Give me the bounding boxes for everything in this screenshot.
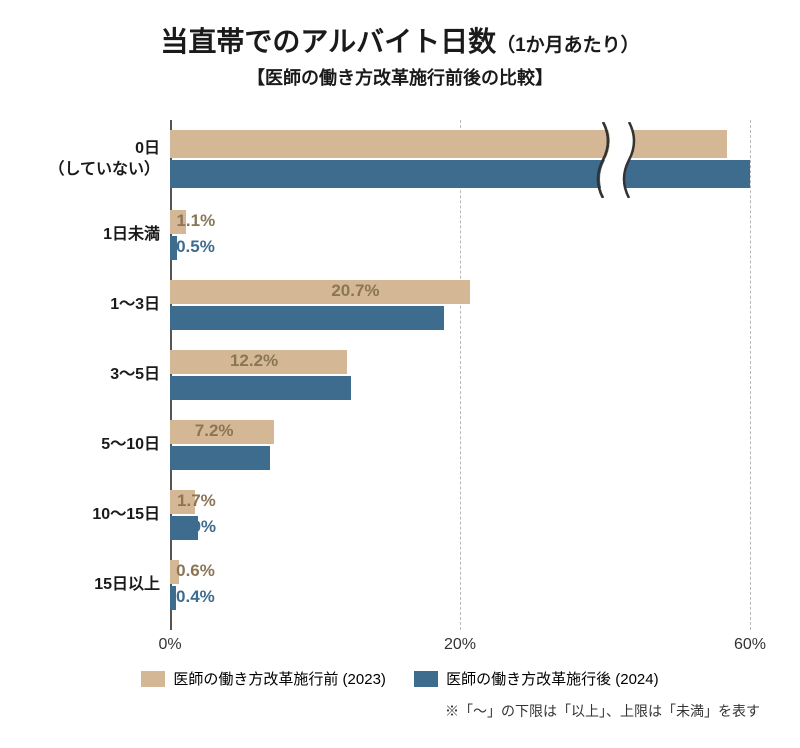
bar-before: 1.1%: [170, 210, 186, 234]
legend-swatch-before: [141, 671, 165, 687]
category-label: 1日未満: [30, 225, 170, 246]
bar-value-label: 6.9%: [193, 447, 232, 467]
bar-before: 1.7%: [170, 490, 195, 514]
legend-label-before: 医師の働き方改革施行前 (2023): [173, 668, 386, 689]
bar-group: 56.4%58.9%: [170, 120, 750, 200]
chart-row: 10～15日1.7%1.9%: [30, 480, 750, 550]
bar-value-label: 1.7%: [177, 491, 216, 511]
x-tick: 60%: [734, 636, 766, 654]
category-label: 15日以上: [30, 575, 170, 596]
category-label: 3～5日: [30, 365, 170, 386]
bar-value-label: 7.2%: [195, 421, 234, 441]
bar-value-label: 1.1%: [176, 211, 215, 231]
bar-group: 0.6%0.4%: [170, 550, 750, 620]
bar-before: 12.2%: [170, 350, 347, 374]
bar-after: [170, 160, 750, 188]
category-label: 0日（していない）: [30, 139, 170, 181]
title-sub: （1か月あたり）: [496, 35, 640, 56]
chart-row: 1日未満1.1%0.5%: [30, 200, 750, 270]
legend-item-before: 医師の働き方改革施行前 (2023): [141, 668, 386, 689]
chart-row: 0日（していない）56.4%58.9%: [30, 120, 750, 200]
bar-after: 0.4%: [170, 586, 176, 610]
bar-value-label: 12.5%: [233, 377, 281, 397]
bar-group: 12.2% 12.5%: [170, 340, 750, 410]
bar-group: 1.7%1.9%: [170, 480, 750, 550]
gridline: [750, 120, 751, 630]
chart-title: 当直帯でのアルバイト日数（1か月あたり）: [30, 20, 770, 60]
footnote: ※「～」の下限は「以上」、上限は「未満」を表す: [30, 701, 770, 721]
bar-value-label: 12.2%: [230, 351, 278, 371]
legend-item-after: 医師の働き方改革施行後 (2024): [414, 668, 659, 689]
chart-row: 1～3日 20.7% 18.9%: [30, 270, 750, 340]
bar-value-label: 0.5%: [176, 237, 215, 257]
bar-value-label: 0.6%: [176, 561, 215, 581]
category-label: 5～10日: [30, 435, 170, 456]
chart-subtitle: 【医師の働き方改革施行前後の比較】: [30, 64, 770, 90]
bar-group: 7.2% 6.9%: [170, 410, 750, 480]
chart-row: 15日以上0.6%0.4%: [30, 550, 750, 620]
bar-group: 20.7% 18.9%: [170, 270, 750, 340]
bar-after: 0.5%: [170, 236, 177, 260]
x-tick: 20%: [444, 636, 476, 654]
legend-swatch-after: [414, 671, 438, 687]
bar-before: 20.7%: [170, 280, 470, 304]
bar-value-label: 0.4%: [176, 587, 215, 607]
bar-before: [170, 130, 727, 158]
chart-row: 5～10日 7.2% 6.9%: [30, 410, 750, 480]
chart-area: 0日（していない）56.4%58.9%1日未満1.1%0.5%1～3日20.7%…: [30, 120, 770, 660]
bar-after: 1.9%: [170, 516, 198, 540]
x-axis: 0% 20% 60%: [170, 630, 750, 660]
category-label: 1～3日: [30, 295, 170, 316]
legend: 医師の働き方改革施行前 (2023) 医師の働き方改革施行後 (2024): [30, 668, 770, 691]
bar-before: 7.2%: [170, 420, 274, 444]
bar-value-label: 1.9%: [177, 517, 216, 537]
chart-row: 3～5日 12.2% 12.5%: [30, 340, 750, 410]
category-label: 10～15日: [30, 505, 170, 526]
title-main: 当直帯でのアルバイト日数: [160, 26, 496, 57]
bar-after: 12.5%: [170, 376, 351, 400]
bar-value-label: 18.9%: [305, 307, 353, 327]
bar-after: 18.9%: [170, 306, 444, 330]
legend-label-after: 医師の働き方改革施行後 (2024): [446, 668, 659, 689]
bar-after: 6.9%: [170, 446, 270, 470]
bar-before: 0.6%: [170, 560, 179, 584]
bar-group: 1.1% 0.5%: [170, 200, 750, 270]
bar-value-label: 20.7%: [331, 281, 379, 301]
chart-rows: 0日（していない）56.4%58.9%1日未満1.1%0.5%1～3日20.7%…: [30, 120, 750, 630]
x-tick: 0%: [158, 636, 181, 654]
